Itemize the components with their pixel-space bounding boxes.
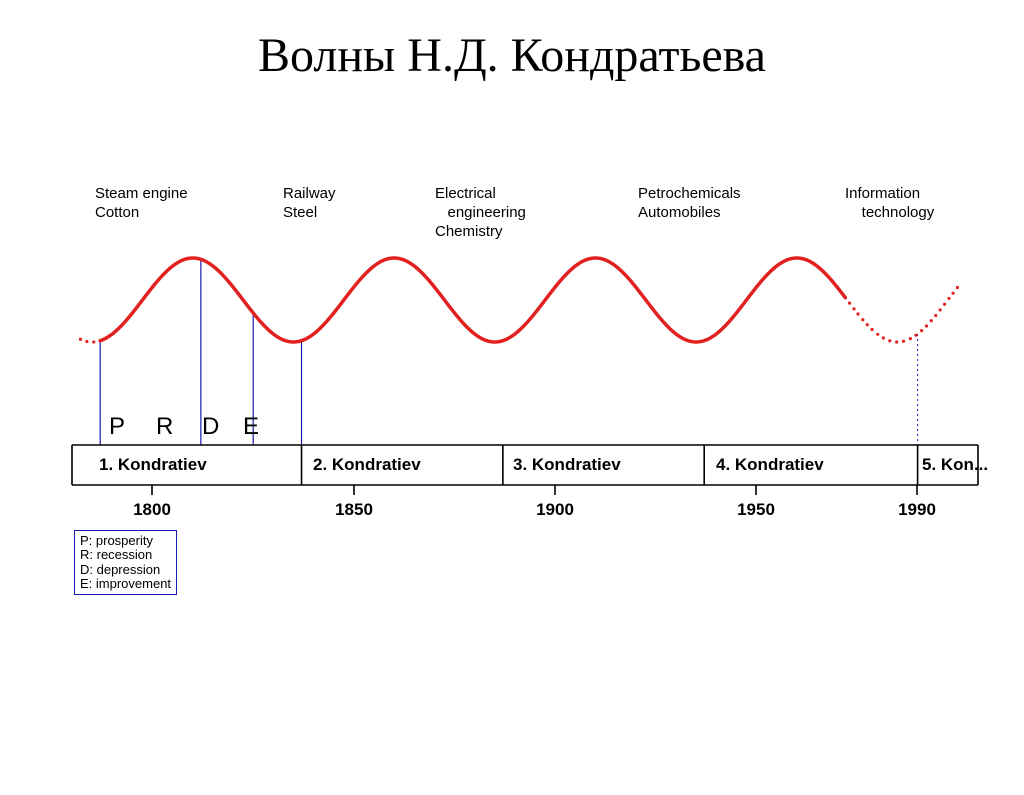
kondratiev-chart: P: prosperity R: recession D: depression… [0,130,1024,750]
kondratiev-label: 4. Kondratiev [716,455,824,475]
kondratiev-label: 5. Kon... [922,455,988,475]
era-label: Information technology [845,185,934,223]
page-title: Волны Н.Д. Кондратьева [0,28,1024,83]
year-label: 1800 [128,500,176,520]
kondratiev-label: 2. Kondratiev [313,455,421,475]
year-label: 1950 [732,500,780,520]
prde-letter: P [109,413,125,441]
year-label: 1850 [330,500,378,520]
kondratiev-label: 3. Kondratiev [513,455,621,475]
wave-line [100,258,845,342]
prde-legend: P: prosperity R: recession D: depression… [74,530,177,595]
year-label: 1990 [893,500,941,520]
era-label: Electrical engineering Chemistry [435,185,526,241]
kondratiev-label: 1. Kondratiev [99,455,207,475]
prde-letter: D [202,413,219,441]
prde-letter: R [156,413,173,441]
prde-letter: E [243,413,259,441]
year-label: 1900 [531,500,579,520]
wave-dotted-tail [844,286,959,344]
era-label: Railway Steel [283,185,336,223]
era-label: Steam engine Cotton [95,185,188,223]
wave-dotted-lead [79,338,95,344]
era-label: Petrochemicals Automobiles [638,185,741,223]
